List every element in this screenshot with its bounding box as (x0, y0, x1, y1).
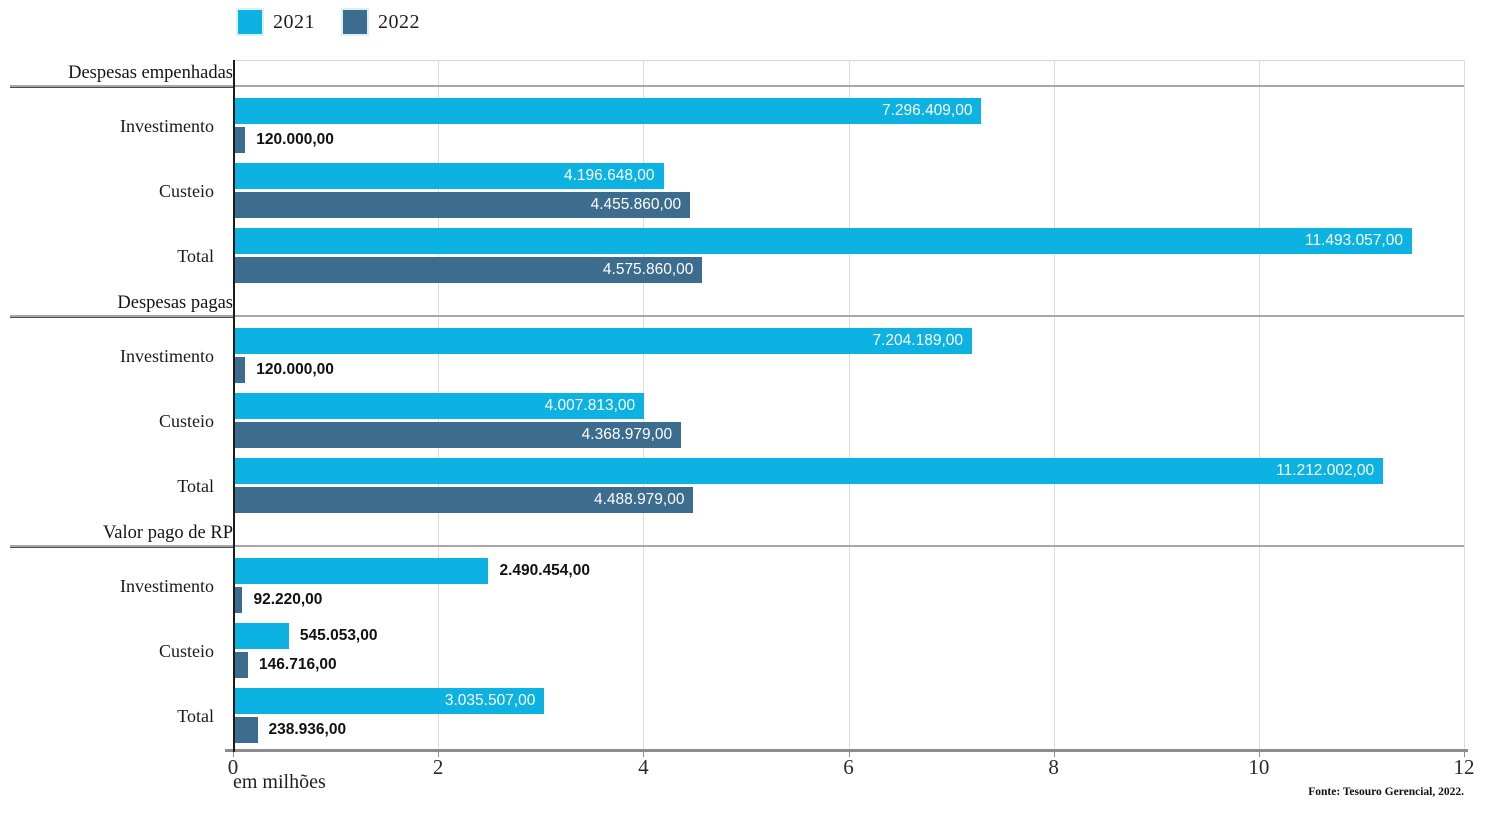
gridline-8 (1053, 60, 1055, 749)
bar-2022: 4.455.860,00 (233, 192, 691, 218)
bar-2022: 4.368.979,00 (233, 422, 682, 448)
x-tick-label-8: 8 (1048, 755, 1059, 779)
bar-value-label: 7.204.189,00 (872, 332, 964, 349)
category-label: Investimento (120, 345, 214, 366)
section-title: Valor pago de RP (10, 523, 233, 548)
bar-2022: 92.220,00 (233, 587, 322, 613)
bar-value-label: 4.007.813,00 (544, 397, 636, 414)
bar-value-label: 4.488.979,00 (593, 491, 685, 508)
bar-value-label: 92.220,00 (253, 591, 323, 608)
bar-value-label: 238.936,00 (268, 721, 347, 738)
x-axis-unit-label: em milhões (233, 771, 326, 793)
x-axis-tick-10 (1258, 750, 1260, 757)
section-title: Despesas empenhadas (10, 63, 233, 88)
bar-2021: 7.296.409,00 (233, 98, 982, 124)
gridline-10 (1258, 60, 1260, 749)
category-label: Custeio (158, 410, 214, 431)
x-axis-tick-12 (1464, 750, 1465, 757)
bar-value-label: 120.000,00 (256, 131, 334, 148)
legend-swatch-2022 (343, 10, 367, 34)
bar-2021: 545.053,00 (233, 623, 377, 649)
chart-legend: 2021 2022 (238, 10, 420, 34)
bar-value-label: 7.296.409,00 (881, 102, 973, 119)
bar-2021: 3.035.507,00 (233, 688, 545, 714)
category-label: Total (177, 245, 214, 266)
bar-2022: 120.000,00 (233, 357, 334, 383)
x-axis-tick-4 (643, 750, 645, 757)
bar-2022: 146.716,00 (233, 652, 337, 678)
x-axis-tick-8 (1053, 750, 1055, 757)
gridline-12 (1464, 60, 1465, 749)
x-axis-tick-0 (233, 750, 234, 757)
bar-2021: 2.490.454,00 (233, 558, 590, 584)
x-tick-label-2: 2 (432, 755, 444, 779)
legend-swatch-2021 (238, 10, 262, 34)
bar-value-label: 120.000,00 (256, 361, 334, 378)
x-axis-line (225, 749, 1468, 752)
x-tick-label-10: 10 (1248, 755, 1270, 779)
bar-value-label: 4.368.979,00 (581, 426, 673, 443)
category-label: Investimento (120, 115, 214, 136)
bar-value-label: 4.575.860,00 (602, 261, 694, 278)
y-axis-line (233, 60, 235, 752)
x-tick-label-12: 12 (1453, 755, 1475, 779)
section-rule (10, 85, 1464, 87)
section-title: Despesas pagas (10, 293, 233, 318)
bar-value-label: 3.035.507,00 (444, 692, 536, 709)
bar-value-label: 4.196.648,00 (563, 167, 655, 184)
bar-value-label: 11.212.002,00 (1276, 462, 1375, 479)
bar-value-label: 4.455.860,00 (590, 196, 682, 213)
bar-2022: 4.488.979,00 (233, 487, 694, 513)
gridline-6 (848, 60, 850, 749)
legend-label: 2022 (378, 10, 420, 33)
bar-2022: 4.575.860,00 (233, 257, 703, 283)
bar-2021: 11.212.002,00 (233, 458, 1384, 484)
bar-2022: 120.000,00 (233, 127, 334, 153)
chart-source: Fonte: Tesouro Gerencial, 2022. (1308, 786, 1464, 798)
x-tick-label-0: 0 (227, 755, 239, 779)
bar-value-label: 545.053,00 (299, 627, 378, 644)
bar-2021: 7.204.189,00 (233, 328, 973, 354)
legend-item-2022: 2022 (343, 10, 420, 34)
category-label: Investimento (120, 575, 214, 596)
category-label: Total (177, 475, 214, 496)
bar-value-label: 2.490.454,00 (499, 562, 590, 579)
x-axis-tick-6 (848, 750, 850, 757)
category-label: Total (177, 705, 214, 726)
section-rule (10, 545, 1464, 547)
bar-2022: 238.936,00 (233, 717, 346, 743)
category-label: Custeio (158, 180, 214, 201)
bar-2021: 4.196.648,00 (233, 163, 664, 189)
category-label: Custeio (158, 640, 214, 661)
x-axis-tick-2 (438, 750, 440, 757)
legend-label: 2021 (273, 10, 315, 33)
legend-item-2021: 2021 (238, 10, 315, 34)
x-tick-label-6: 6 (843, 755, 854, 779)
bar-value-label: 11.493.057,00 (1305, 232, 1403, 249)
bar-value-label: 146.716,00 (259, 656, 337, 673)
x-tick-label-4: 4 (638, 755, 649, 779)
bar-2021: 4.007.813,00 (233, 393, 645, 419)
bar-2021: 11.493.057,00 (233, 228, 1412, 254)
section-rule (10, 315, 1464, 317)
